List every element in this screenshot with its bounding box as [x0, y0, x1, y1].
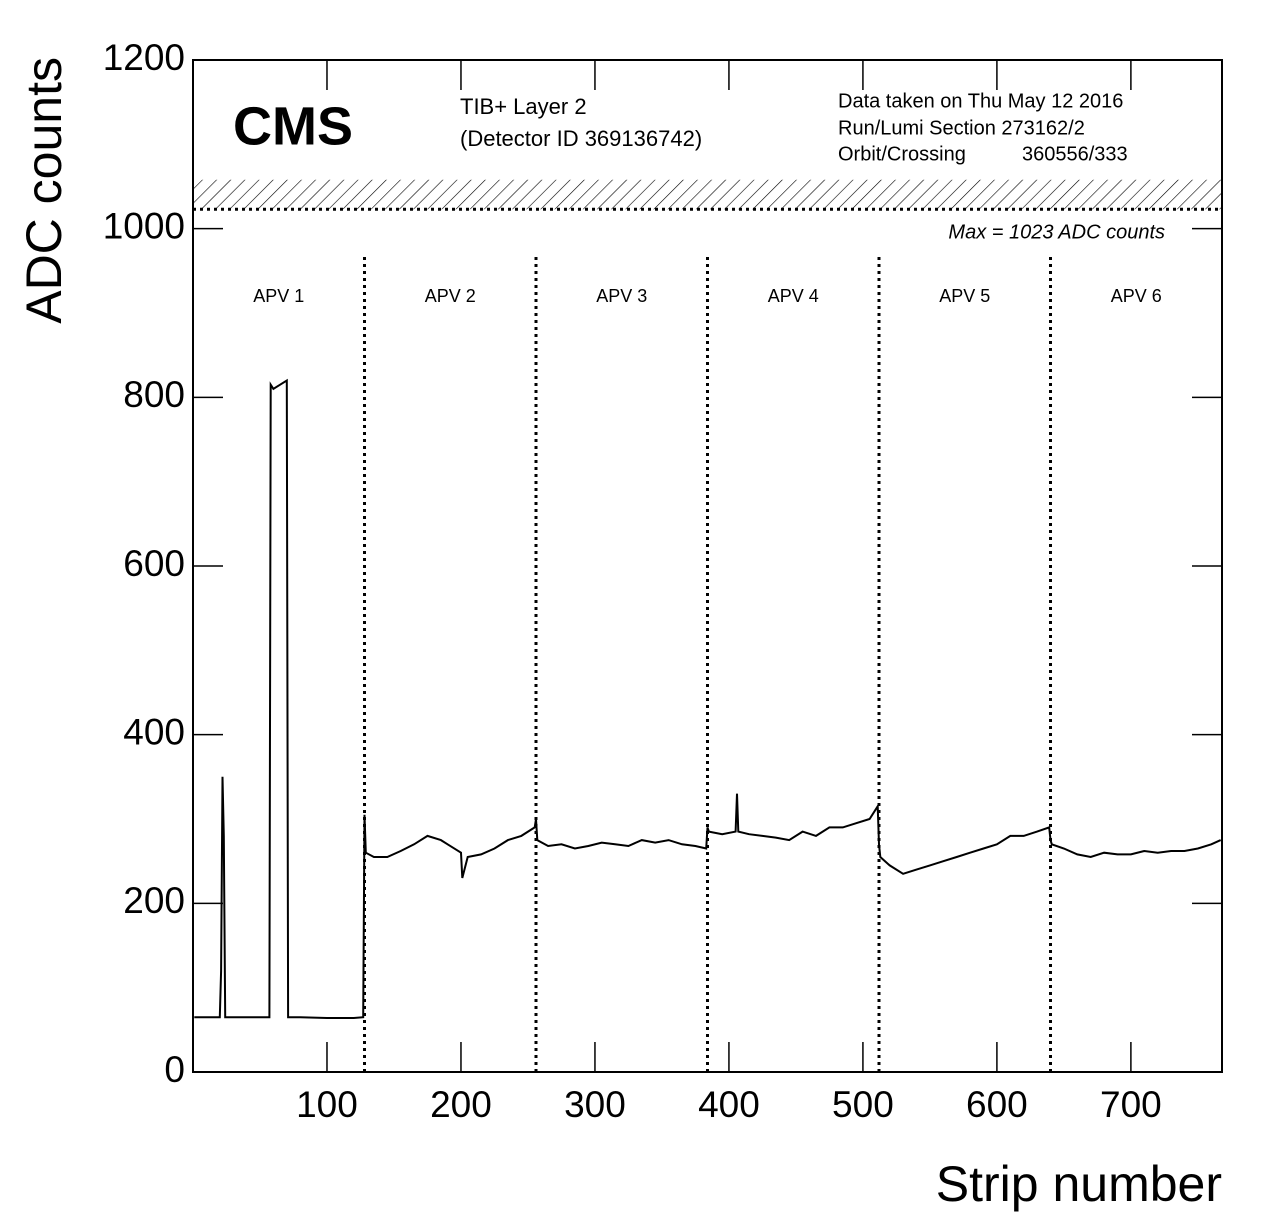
- y-axis-title: ADC counts: [16, 57, 72, 324]
- run-info: Data taken on Thu May 12 2016: [838, 90, 1123, 112]
- x-tick-label: 500: [832, 1084, 894, 1125]
- x-tick-label: 400: [698, 1084, 760, 1125]
- cms-label: CMS: [233, 96, 353, 156]
- y-tick-label: 800: [123, 374, 185, 415]
- detector-line: TIB+ Layer 2: [460, 94, 587, 119]
- x-tick-label: 300: [564, 1084, 626, 1125]
- saturation-band: [193, 179, 1222, 210]
- y-tick-label: 600: [123, 543, 185, 584]
- y-tick-label: 1000: [103, 205, 185, 246]
- apv-label: APV 3: [596, 286, 647, 306]
- x-axis-title: Strip number: [936, 1156, 1222, 1212]
- x-tick-label: 100: [296, 1084, 358, 1125]
- orbit-value: 360556/333: [1022, 143, 1128, 165]
- data-line: [194, 378, 1222, 1019]
- apv-label: APV 2: [425, 286, 476, 306]
- x-tick-label: 600: [966, 1084, 1028, 1125]
- apv-label: APV 4: [768, 286, 819, 306]
- apv-label: APV 6: [1111, 286, 1162, 306]
- detector-line: (Detector ID 369136742): [460, 126, 702, 151]
- y-tick-label: 1200: [103, 37, 185, 78]
- max-label: Max = 1023 ADC counts: [948, 221, 1165, 243]
- run-info: Run/Lumi Section 273162/2: [838, 117, 1085, 139]
- y-tick-label: 400: [123, 711, 185, 752]
- y-tick-label: 0: [164, 1049, 185, 1090]
- x-tick-label: 200: [430, 1084, 492, 1125]
- y-tick-label: 200: [123, 880, 185, 921]
- x-tick-label: 700: [1100, 1084, 1162, 1125]
- orbit-label: Orbit/Crossing: [838, 143, 966, 165]
- apv-label: APV 5: [939, 286, 990, 306]
- apv-label: APV 1: [253, 286, 304, 306]
